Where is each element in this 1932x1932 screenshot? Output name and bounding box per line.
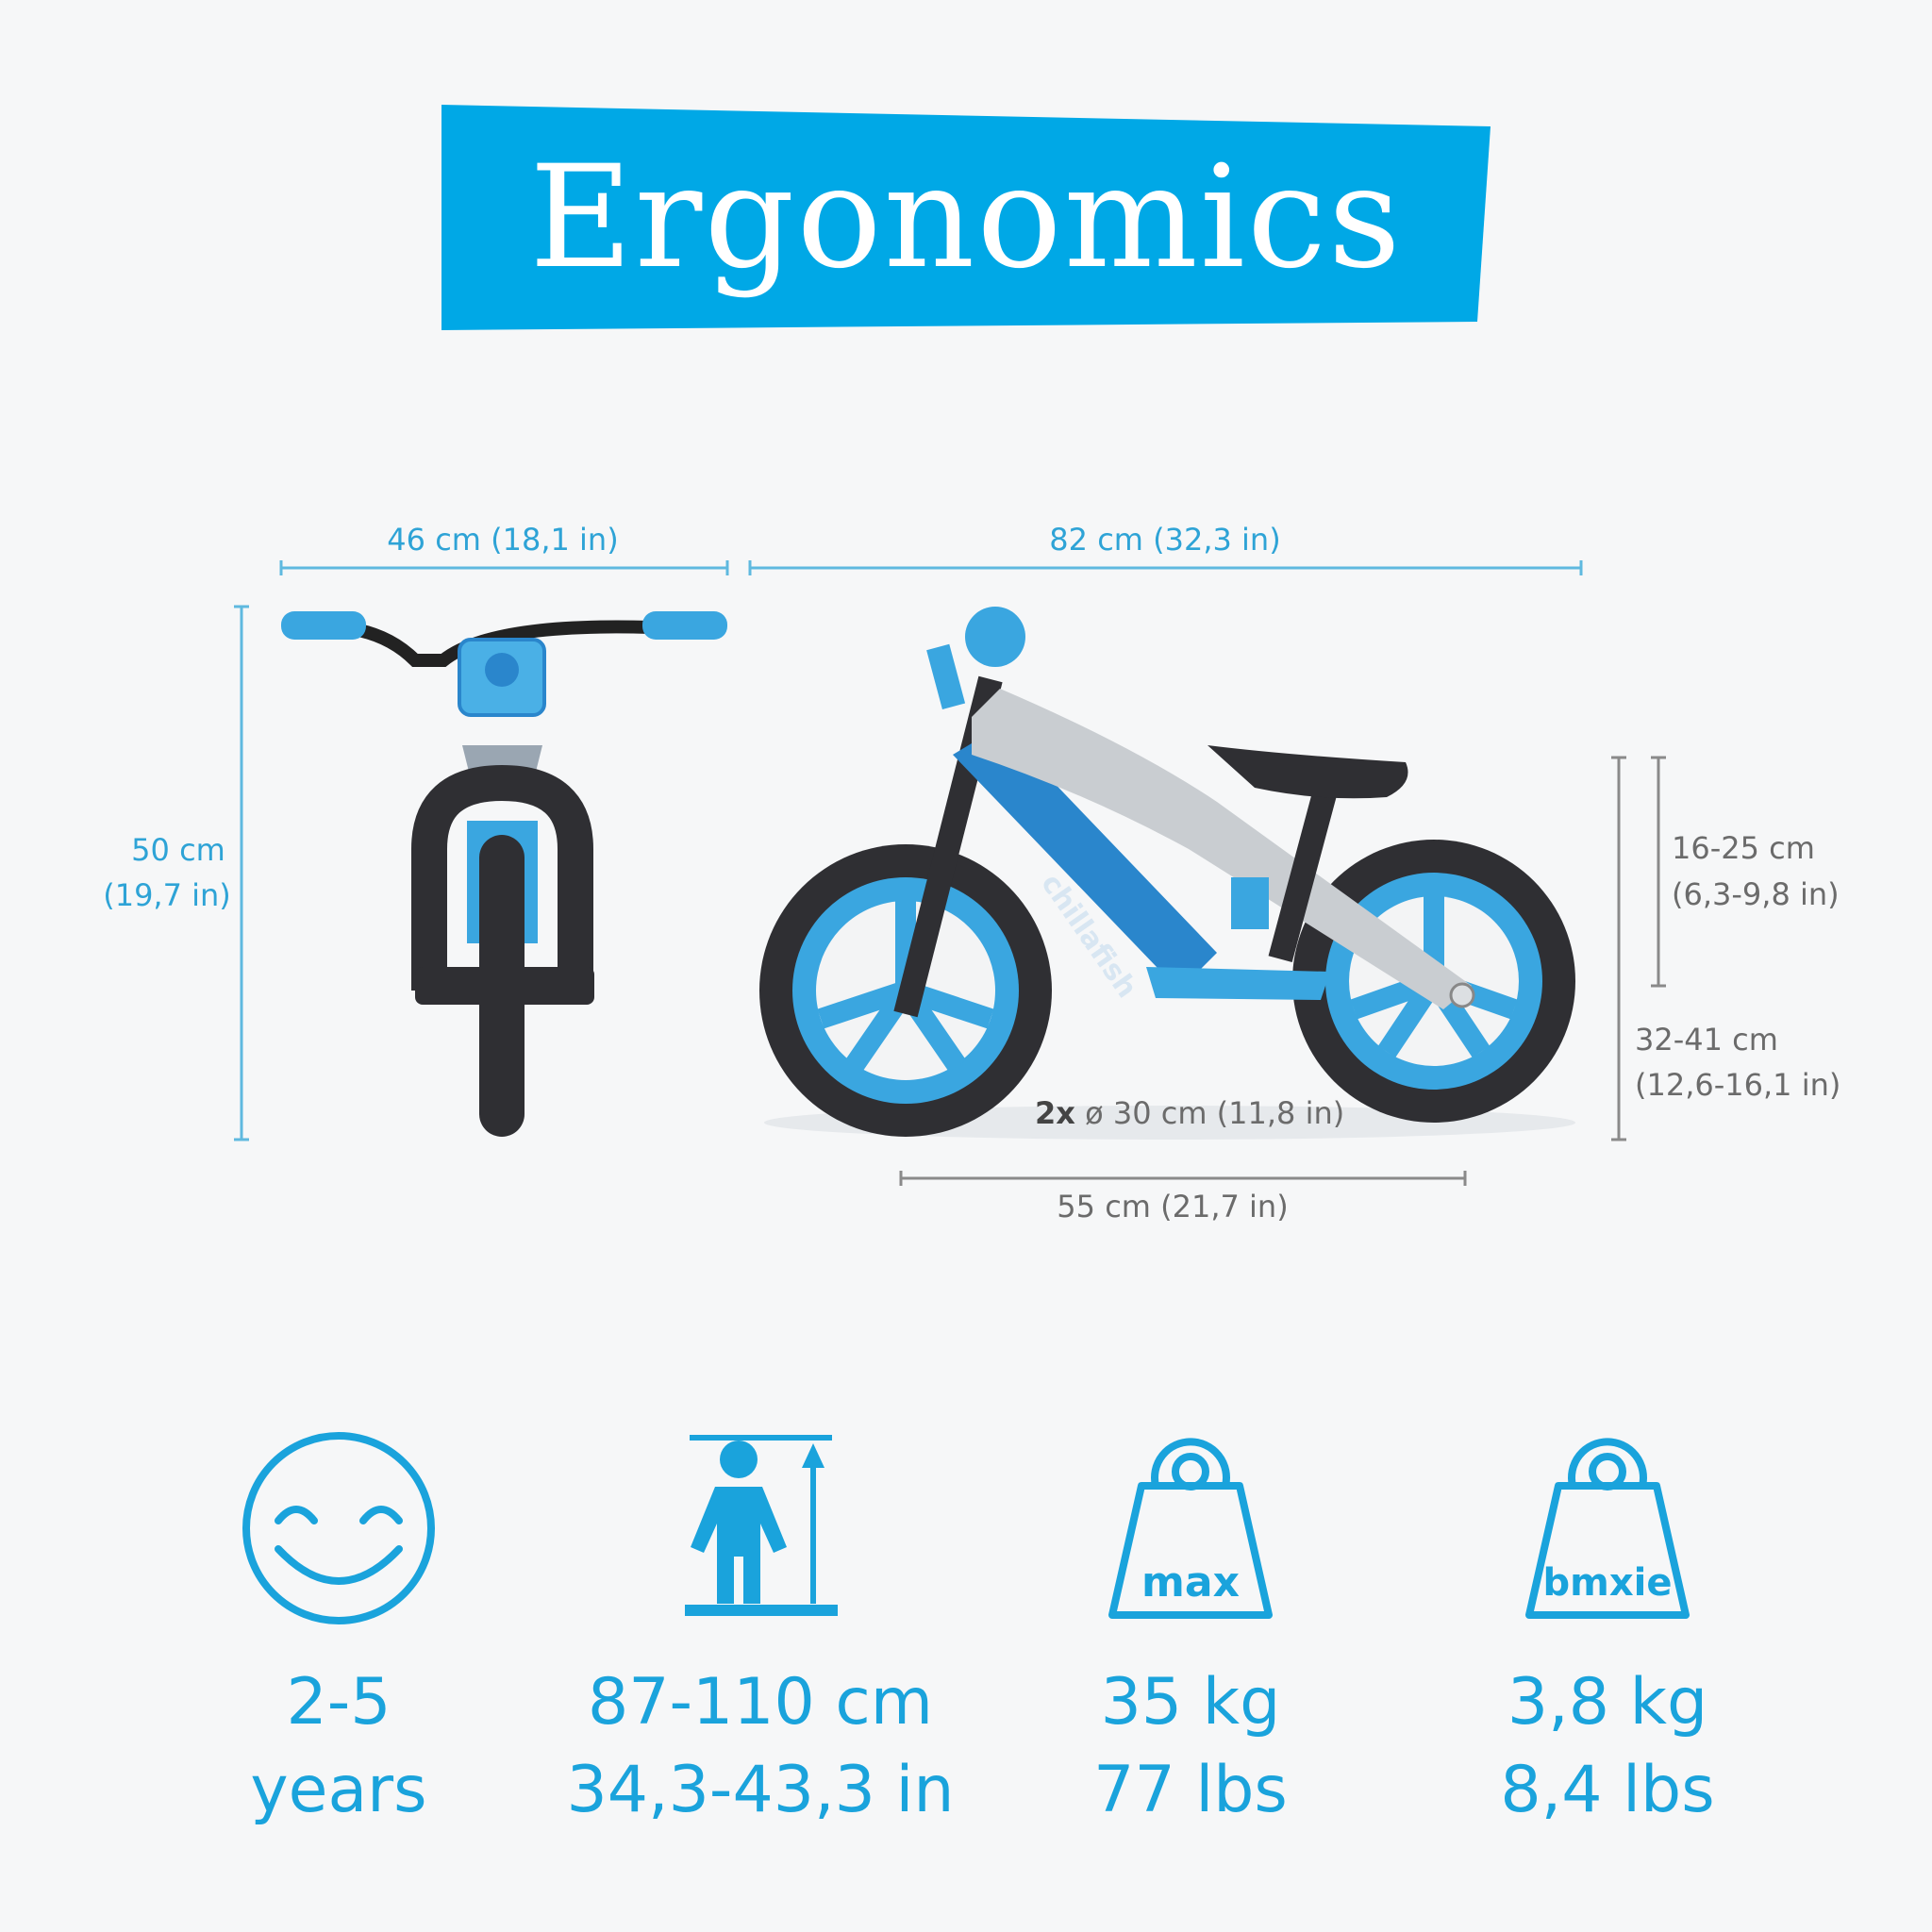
- saddle-height-cm-label: 32-41 cm: [1635, 1022, 1778, 1058]
- age-unit: years: [250, 1753, 427, 1827]
- bike-side-view: [759, 607, 1575, 1140]
- max-load-lbs: 77 lbs: [1093, 1753, 1288, 1827]
- saddle-adjust-cm-label: 16-25 cm: [1672, 830, 1815, 866]
- weight-max-icon: [1108, 1438, 1273, 1619]
- front-width-label: 46 cm (18,1 in): [387, 522, 619, 558]
- weight-bike-label: bmxie: [1542, 1561, 1673, 1605]
- bike-weight-lbs: 8,4 lbs: [1500, 1753, 1715, 1827]
- length-label: 82 cm (32,3 in): [1049, 522, 1281, 558]
- page-title: Ergonomics: [529, 136, 1403, 300]
- height-cm-label: 50 cm: [131, 832, 225, 868]
- age-range: 2-5: [286, 1665, 391, 1740]
- wheel-diameter: ø 30 cm (11,8 in): [1085, 1095, 1345, 1131]
- child-height-icon: [685, 1435, 838, 1616]
- wheel-size-label: 2x ø 30 cm (11,8 in): [1035, 1095, 1344, 1131]
- saddle-height-in-label: (12,6-16,1 in): [1635, 1067, 1841, 1103]
- rider-height-in: 34,3-43,3 in: [566, 1753, 955, 1827]
- title-banner: [441, 105, 1491, 330]
- height-in-label: (19,7 in): [103, 877, 231, 913]
- bike-weight-kg: 3,8 kg: [1507, 1665, 1708, 1740]
- bike-front-view: [281, 611, 727, 1137]
- saddle-adjust-in-label: (6,3-9,8 in): [1672, 876, 1840, 912]
- wheelbase-label: 55 cm (21,7 in): [1057, 1189, 1289, 1224]
- rider-height-cm: 87-110 cm: [587, 1665, 934, 1740]
- weight-max-label: max: [1141, 1558, 1240, 1607]
- wheel-count: 2x: [1035, 1095, 1075, 1131]
- dimension-lines-blue: [234, 560, 1583, 1141]
- max-load-kg: 35 kg: [1100, 1665, 1281, 1740]
- smiley-icon: [242, 1432, 435, 1624]
- weight-bike-icon: [1525, 1438, 1690, 1619]
